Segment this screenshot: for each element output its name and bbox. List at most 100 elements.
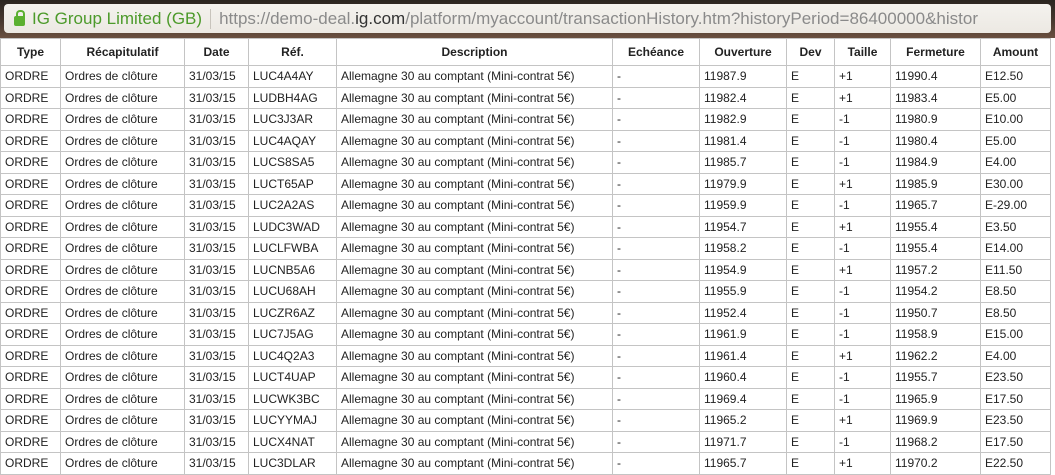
cell-fermeture: 11985.9	[890, 172, 981, 195]
cell-ref: LUCT65AP	[248, 172, 337, 195]
table-row: ORDRE Ordres de clôture 31/03/15 LUCLFWBA Al…	[0, 237, 1051, 260]
cell-amount: E23.50	[980, 366, 1051, 389]
cell-taille: -1	[834, 237, 891, 260]
cell-fermeture: 11984.9	[890, 151, 981, 174]
transaction-history-table: Type Récapitulatif Date Réf. Description Eché…	[0, 38, 1051, 475]
cell-dev: E	[786, 65, 835, 88]
column-header-recapitulatif[interactable]: Récapitulatif	[60, 38, 185, 66]
url-suffix: /platform/myaccount/transactionHistory.h…	[405, 8, 978, 28]
column-header-taille[interactable]: Taille	[834, 38, 891, 66]
cell-ref: LUCX4NAT	[248, 430, 337, 453]
cell-ouverture: 11960.4	[699, 366, 787, 389]
cell-type: ORDRE	[0, 151, 61, 174]
cell-type: ORDRE	[0, 86, 61, 109]
cell-amount: E14.00	[980, 237, 1051, 260]
cell-date: 31/03/15	[184, 258, 249, 281]
cell-ref: LUDBH4AG	[248, 86, 337, 109]
cell-ref: LUC3DLAR	[248, 452, 337, 475]
cell-description: Allemagne 30 au comptant (Mini-contrat 5…	[336, 108, 613, 131]
table-row: ORDRE Ordres de clôture 31/03/15 LUC4Q2A3 Al…	[0, 344, 1051, 367]
cell-amount: E15.00	[980, 323, 1051, 346]
table-row: ORDRE Ordres de clôture 31/03/15 LUCX4NAT Al…	[0, 430, 1051, 453]
column-header-amount[interactable]: Amount	[980, 38, 1051, 66]
cell-taille: -1	[834, 151, 891, 174]
url-text[interactable]: https://demo-deal.ig.com/platform/myacco…	[219, 9, 978, 29]
cell-ouverture: 11981.4	[699, 129, 787, 152]
cell-date: 31/03/15	[184, 194, 249, 217]
cell-echeance: -	[612, 172, 700, 195]
cell-date: 31/03/15	[184, 366, 249, 389]
cell-ouverture: 11979.9	[699, 172, 787, 195]
cell-recapitulatif: Ordres de clôture	[60, 151, 185, 174]
cell-recapitulatif: Ordres de clôture	[60, 172, 185, 195]
cell-taille: -1	[834, 366, 891, 389]
cell-type: ORDRE	[0, 301, 61, 324]
cell-dev: E	[786, 409, 835, 432]
cell-type: ORDRE	[0, 172, 61, 195]
cell-ref: LUC4AQAY	[248, 129, 337, 152]
table-row: ORDRE Ordres de clôture 31/03/15 LUCT4UAP Al…	[0, 366, 1051, 389]
cell-ouverture: 11954.9	[699, 258, 787, 281]
address-bar[interactable]: IG Group Limited (GB) https://demo-deal.…	[4, 4, 1051, 33]
cell-fermeture: 11955.4	[890, 237, 981, 260]
cell-fermeture: 11958.9	[890, 323, 981, 346]
cell-type: ORDRE	[0, 215, 61, 238]
column-header-description[interactable]: Description	[336, 38, 613, 66]
cell-description: Allemagne 30 au comptant (Mini-contrat 5…	[336, 366, 613, 389]
cell-ref: LUCNB5A6	[248, 258, 337, 281]
cell-amount: E4.00	[980, 344, 1051, 367]
cell-echeance: -	[612, 108, 700, 131]
cell-date: 31/03/15	[184, 65, 249, 88]
cell-recapitulatif: Ordres de clôture	[60, 344, 185, 367]
cell-amount: E30.00	[980, 172, 1051, 195]
cell-taille: -1	[834, 323, 891, 346]
column-header-type[interactable]: Type	[0, 38, 61, 66]
cell-ouverture: 11961.9	[699, 323, 787, 346]
column-header-echeance[interactable]: Echéance	[612, 38, 700, 66]
cell-description: Allemagne 30 au comptant (Mini-contrat 5…	[336, 409, 613, 432]
cell-recapitulatif: Ordres de clôture	[60, 366, 185, 389]
cell-type: ORDRE	[0, 65, 61, 88]
column-header-fermeture[interactable]: Fermeture	[890, 38, 981, 66]
cell-recapitulatif: Ordres de clôture	[60, 301, 185, 324]
cell-taille: +1	[834, 215, 891, 238]
cell-ref: LUC4A4AY	[248, 65, 337, 88]
cell-echeance: -	[612, 65, 700, 88]
cell-dev: E	[786, 172, 835, 195]
cell-fermeture: 11965.7	[890, 194, 981, 217]
cell-recapitulatif: Ordres de clôture	[60, 409, 185, 432]
site-identity[interactable]: IG Group Limited (GB)	[32, 8, 212, 29]
cell-recapitulatif: Ordres de clôture	[60, 452, 185, 475]
cell-date: 31/03/15	[184, 409, 249, 432]
cell-taille: +1	[834, 409, 891, 432]
cell-ouverture: 11965.2	[699, 409, 787, 432]
cell-echeance: -	[612, 194, 700, 217]
cell-fermeture: 11983.4	[890, 86, 981, 109]
cell-type: ORDRE	[0, 258, 61, 281]
cell-type: ORDRE	[0, 323, 61, 346]
cell-echeance: -	[612, 430, 700, 453]
cell-dev: E	[786, 194, 835, 217]
cell-date: 31/03/15	[184, 237, 249, 260]
cell-fermeture: 11970.2	[890, 452, 981, 475]
cell-dev: E	[786, 108, 835, 131]
cell-amount: E10.00	[980, 108, 1051, 131]
table-row: ORDRE Ordres de clôture 31/03/15 LUC4A4AY Al…	[0, 65, 1051, 88]
cell-recapitulatif: Ordres de clôture	[60, 387, 185, 410]
cell-description: Allemagne 30 au comptant (Mini-contrat 5…	[336, 151, 613, 174]
column-header-dev[interactable]: Dev	[786, 38, 835, 66]
cell-date: 31/03/15	[184, 323, 249, 346]
cell-recapitulatif: Ordres de clôture	[60, 430, 185, 453]
cell-echeance: -	[612, 215, 700, 238]
cell-ouverture: 11971.7	[699, 430, 787, 453]
cell-taille: -1	[834, 129, 891, 152]
cell-amount: E17.50	[980, 387, 1051, 410]
column-header-date[interactable]: Date	[184, 38, 249, 66]
cell-echeance: -	[612, 151, 700, 174]
cell-amount: E4.00	[980, 151, 1051, 174]
column-header-ref[interactable]: Réf.	[248, 38, 337, 66]
cell-dev: E	[786, 280, 835, 303]
column-header-ouverture[interactable]: Ouverture	[699, 38, 787, 66]
cell-type: ORDRE	[0, 108, 61, 131]
cell-date: 31/03/15	[184, 387, 249, 410]
